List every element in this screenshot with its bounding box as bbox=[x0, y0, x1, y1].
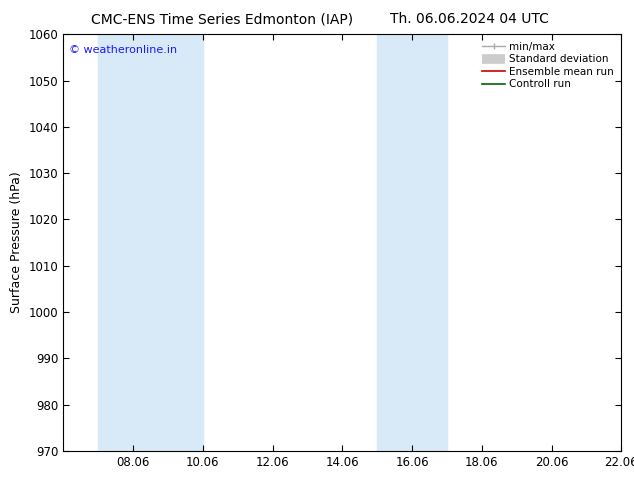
Y-axis label: Surface Pressure (hPa): Surface Pressure (hPa) bbox=[10, 172, 23, 314]
Text: Th. 06.06.2024 04 UTC: Th. 06.06.2024 04 UTC bbox=[390, 12, 548, 26]
Bar bbox=[98, 34, 203, 451]
Bar bbox=[377, 34, 447, 451]
Text: CMC-ENS Time Series Edmonton (IAP): CMC-ENS Time Series Edmonton (IAP) bbox=[91, 12, 353, 26]
Text: © weatheronline.in: © weatheronline.in bbox=[69, 45, 177, 55]
Legend: min/max, Standard deviation, Ensemble mean run, Controll run: min/max, Standard deviation, Ensemble me… bbox=[480, 40, 616, 92]
